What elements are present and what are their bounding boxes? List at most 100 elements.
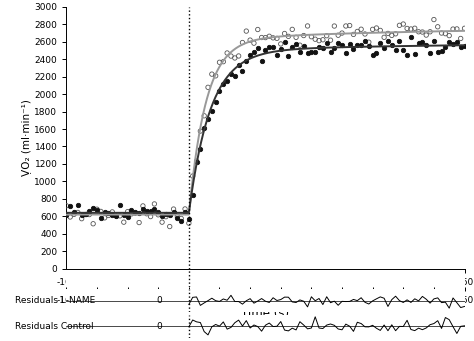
Point	[63, 213, 70, 218]
Point	[461, 26, 468, 31]
Point	[442, 31, 449, 36]
Point	[246, 53, 254, 58]
Point	[319, 37, 327, 43]
Point	[300, 43, 308, 49]
Point	[162, 212, 170, 217]
Point	[330, 45, 338, 51]
Point	[109, 212, 116, 218]
Point	[357, 43, 365, 48]
Point	[254, 27, 262, 32]
Point	[197, 128, 204, 134]
Point	[90, 205, 97, 211]
Point	[78, 216, 85, 221]
Point	[434, 49, 441, 55]
Point	[243, 59, 250, 64]
Point	[419, 39, 426, 44]
Point	[376, 41, 384, 46]
Point	[415, 29, 422, 34]
Point	[250, 41, 258, 46]
Point	[265, 33, 273, 39]
Point	[369, 27, 376, 32]
Point	[350, 46, 357, 52]
Point	[105, 210, 112, 216]
Point	[396, 39, 403, 44]
Point	[277, 46, 284, 51]
Point	[411, 26, 419, 31]
Point	[74, 210, 82, 215]
Point	[350, 32, 357, 37]
Point	[376, 28, 384, 33]
Point	[354, 42, 361, 48]
Point	[289, 45, 296, 50]
Point	[90, 221, 97, 226]
Point	[128, 207, 135, 213]
Point	[147, 214, 155, 219]
Point	[227, 53, 235, 59]
Point	[438, 30, 446, 36]
Point	[449, 41, 457, 47]
Point	[311, 36, 319, 42]
Point	[292, 42, 300, 47]
Point	[461, 43, 468, 49]
Point	[269, 45, 277, 50]
Point	[403, 26, 411, 31]
Point	[442, 44, 449, 50]
Text: Residuals Control: Residuals Control	[15, 322, 93, 330]
Point	[446, 33, 453, 39]
Point	[426, 29, 434, 34]
Point	[158, 213, 166, 218]
Point	[239, 40, 246, 45]
Point	[457, 36, 465, 41]
Point	[204, 116, 212, 122]
Point	[281, 31, 288, 36]
Point	[101, 215, 109, 221]
Point	[262, 47, 269, 53]
Point	[166, 224, 173, 229]
Point	[330, 23, 338, 29]
Point	[254, 45, 262, 51]
Point	[323, 33, 330, 39]
Point	[143, 211, 151, 217]
Point	[177, 216, 185, 221]
Point	[212, 100, 219, 105]
Point	[361, 31, 369, 37]
Point	[357, 27, 365, 32]
Point	[384, 39, 392, 44]
Point	[70, 209, 78, 215]
Point	[273, 36, 281, 41]
Point	[346, 23, 354, 28]
Point	[415, 40, 422, 46]
Point	[124, 214, 131, 219]
Point	[308, 49, 315, 55]
Point	[342, 50, 350, 56]
Point	[112, 213, 120, 219]
Point	[151, 206, 158, 211]
Point	[235, 63, 242, 68]
Point	[212, 73, 219, 78]
Point	[430, 39, 438, 44]
Point	[147, 208, 155, 214]
Point	[223, 78, 231, 84]
Point	[116, 213, 124, 219]
Point	[373, 25, 380, 31]
Point	[296, 49, 304, 55]
Point	[380, 34, 388, 40]
Point	[438, 49, 446, 54]
Point	[216, 89, 223, 94]
Point	[124, 209, 131, 214]
Point	[208, 108, 216, 114]
Point	[173, 215, 181, 220]
Point	[315, 38, 323, 43]
Point	[131, 209, 139, 215]
Point	[66, 214, 74, 220]
Point	[422, 32, 430, 38]
Point	[311, 49, 319, 55]
Point	[323, 41, 330, 46]
Point	[396, 23, 403, 28]
Point	[85, 212, 93, 217]
Point	[170, 209, 177, 214]
Point	[369, 52, 376, 58]
Point	[315, 44, 323, 50]
Point	[327, 38, 334, 43]
Point	[296, 43, 304, 48]
